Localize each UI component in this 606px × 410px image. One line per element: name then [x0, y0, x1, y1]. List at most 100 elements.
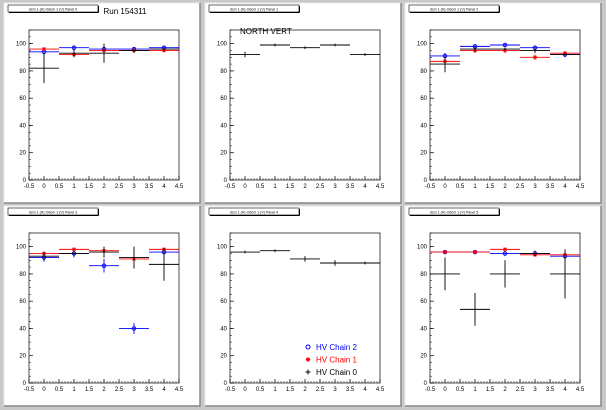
- y-tick-label: 60: [19, 299, 26, 305]
- y-tick-label: 40: [19, 123, 26, 129]
- panel-title-box: dcm 1 (H) Odcm 1 (V) Panel 4: [208, 207, 300, 216]
- data-point: [520, 54, 550, 60]
- panel-title-box: dcm 1 (H) Odcm 1 (V) Panel 3: [7, 207, 99, 216]
- y-tick-label: 20: [420, 354, 427, 360]
- y-tick-label: 80: [220, 69, 227, 75]
- y-tick-label: 40: [420, 123, 427, 129]
- panel-title-box: dcm 1 (H) Odcm 1 (V) Panel 1: [208, 4, 300, 13]
- panel-bevel-light: [3, 205, 200, 406]
- x-tick-label: 2: [102, 387, 106, 393]
- legend-label: HV Chain 2: [316, 343, 357, 352]
- y-tick-label: 0: [23, 178, 27, 184]
- x-tick-label: 3.5: [546, 387, 555, 393]
- circle-marker: [131, 326, 137, 331]
- x-tick-label: 0.5: [256, 387, 265, 393]
- star-marker: [443, 250, 447, 255]
- panel-bevel-light: [204, 205, 401, 406]
- data-point: [260, 43, 290, 47]
- x-tick-label: -0.5: [24, 387, 35, 393]
- x-tick-label: 3.5: [346, 184, 355, 190]
- panel-bevel-dark: [4, 3, 201, 204]
- data-point: [59, 247, 89, 252]
- x-tick-label: 0.5: [256, 184, 265, 190]
- y-tick-label: 80: [220, 272, 227, 278]
- x-tick-label: 2.5: [115, 184, 124, 190]
- data-point: [149, 47, 179, 51]
- panel-title-box: dcm 1 (H) Odcm 1 (V) Panel 0: [7, 4, 99, 13]
- chart-panel: dcm 1 (H) Odcm 1 (V) Panel 0-0.5 0 0.5 1 1.5…: [3, 2, 201, 204]
- y-tick-label: 60: [220, 96, 227, 102]
- x-tick-label: 3.5: [546, 184, 555, 190]
- x-tick-label: 2: [503, 184, 507, 190]
- y-tick-label: 40: [420, 326, 427, 332]
- data-point: [430, 250, 460, 255]
- x-tick-label: -0.5: [24, 184, 35, 190]
- y-tick-label: 20: [19, 151, 26, 157]
- panel-background: [205, 3, 401, 203]
- x-tick-label: 0: [42, 184, 46, 190]
- data-point: [89, 258, 119, 273]
- data-point: [89, 43, 119, 63]
- y-tick-label: 0: [424, 178, 428, 184]
- data-point: [119, 323, 149, 334]
- data-point: [230, 250, 260, 254]
- star-marker: [563, 51, 567, 56]
- panel-bevel-dark: [205, 206, 402, 407]
- x-tick-label: 0: [443, 387, 447, 393]
- legend-item: HV Chain 1: [305, 356, 357, 365]
- x-tick-label: 3: [333, 387, 337, 393]
- x-tick-label: 4: [363, 184, 367, 190]
- chart-panel: dcm 1 (H) Odcm 1 (V) Panel 3-0.5 0 0.5 1 1.5…: [3, 205, 201, 407]
- x-tick-label: 4.5: [376, 184, 385, 190]
- x-tick-label: 2.5: [516, 387, 525, 393]
- x-tick-label: 2.5: [516, 184, 525, 190]
- panel-bevel-light: [404, 205, 601, 406]
- panel-background: [405, 3, 601, 203]
- y-tick-label: 100: [217, 42, 228, 48]
- data-point: [520, 47, 550, 54]
- x-tick-label: 1.5: [286, 387, 295, 393]
- y-tick-label: 0: [23, 381, 27, 387]
- x-tick-label: 1: [473, 387, 477, 393]
- star-marker: [42, 47, 46, 52]
- data-point: [430, 257, 460, 291]
- x-tick-label: 4.5: [576, 387, 585, 393]
- y-tick-label: 0: [424, 381, 428, 387]
- circle-marker: [101, 263, 107, 268]
- data-point: [460, 293, 490, 326]
- y-tick-label: 100: [16, 42, 27, 48]
- panel-bevel-light: [3, 2, 200, 203]
- x-tick-label: 1: [473, 184, 477, 190]
- data-point: [119, 47, 149, 54]
- x-tick-label: 4: [162, 184, 166, 190]
- x-tick-label: 1: [273, 184, 277, 190]
- x-tick-label: -0.5: [225, 387, 236, 393]
- x-tick-label: -0.5: [225, 184, 236, 190]
- y-tick-label: 100: [417, 245, 428, 251]
- y-tick-label: 100: [217, 245, 228, 251]
- x-tick-label: 0.5: [55, 184, 64, 190]
- data-point: [59, 250, 89, 257]
- y-tick-label: 0: [224, 178, 228, 184]
- panel-bevel-dark: [405, 206, 602, 407]
- x-tick-label: 3.5: [145, 387, 154, 393]
- panel-annotation: NORTH VERT: [240, 27, 292, 36]
- y-tick-label: 40: [220, 326, 227, 332]
- y-tick-label: 20: [19, 354, 26, 360]
- y-tick-label: 80: [19, 272, 26, 278]
- y-tick-label: 80: [19, 69, 26, 75]
- x-tick-label: 0.5: [456, 184, 465, 190]
- y-tick-label: 100: [16, 245, 27, 251]
- x-tick-label: 1: [72, 387, 76, 393]
- y-tick-label: 20: [220, 354, 227, 360]
- data-point: [29, 47, 59, 52]
- data-point: [430, 55, 460, 73]
- legend-label: HV Chain 1: [316, 356, 357, 365]
- data-point: [490, 260, 520, 288]
- data-point: [490, 42, 520, 48]
- panel-background: [205, 206, 401, 406]
- panel-title-box: dcm 1 (H) Odcm 1 (V) Panel 2: [408, 4, 500, 13]
- x-tick-label: 2.5: [316, 387, 325, 393]
- x-tick-label: 0: [243, 184, 247, 190]
